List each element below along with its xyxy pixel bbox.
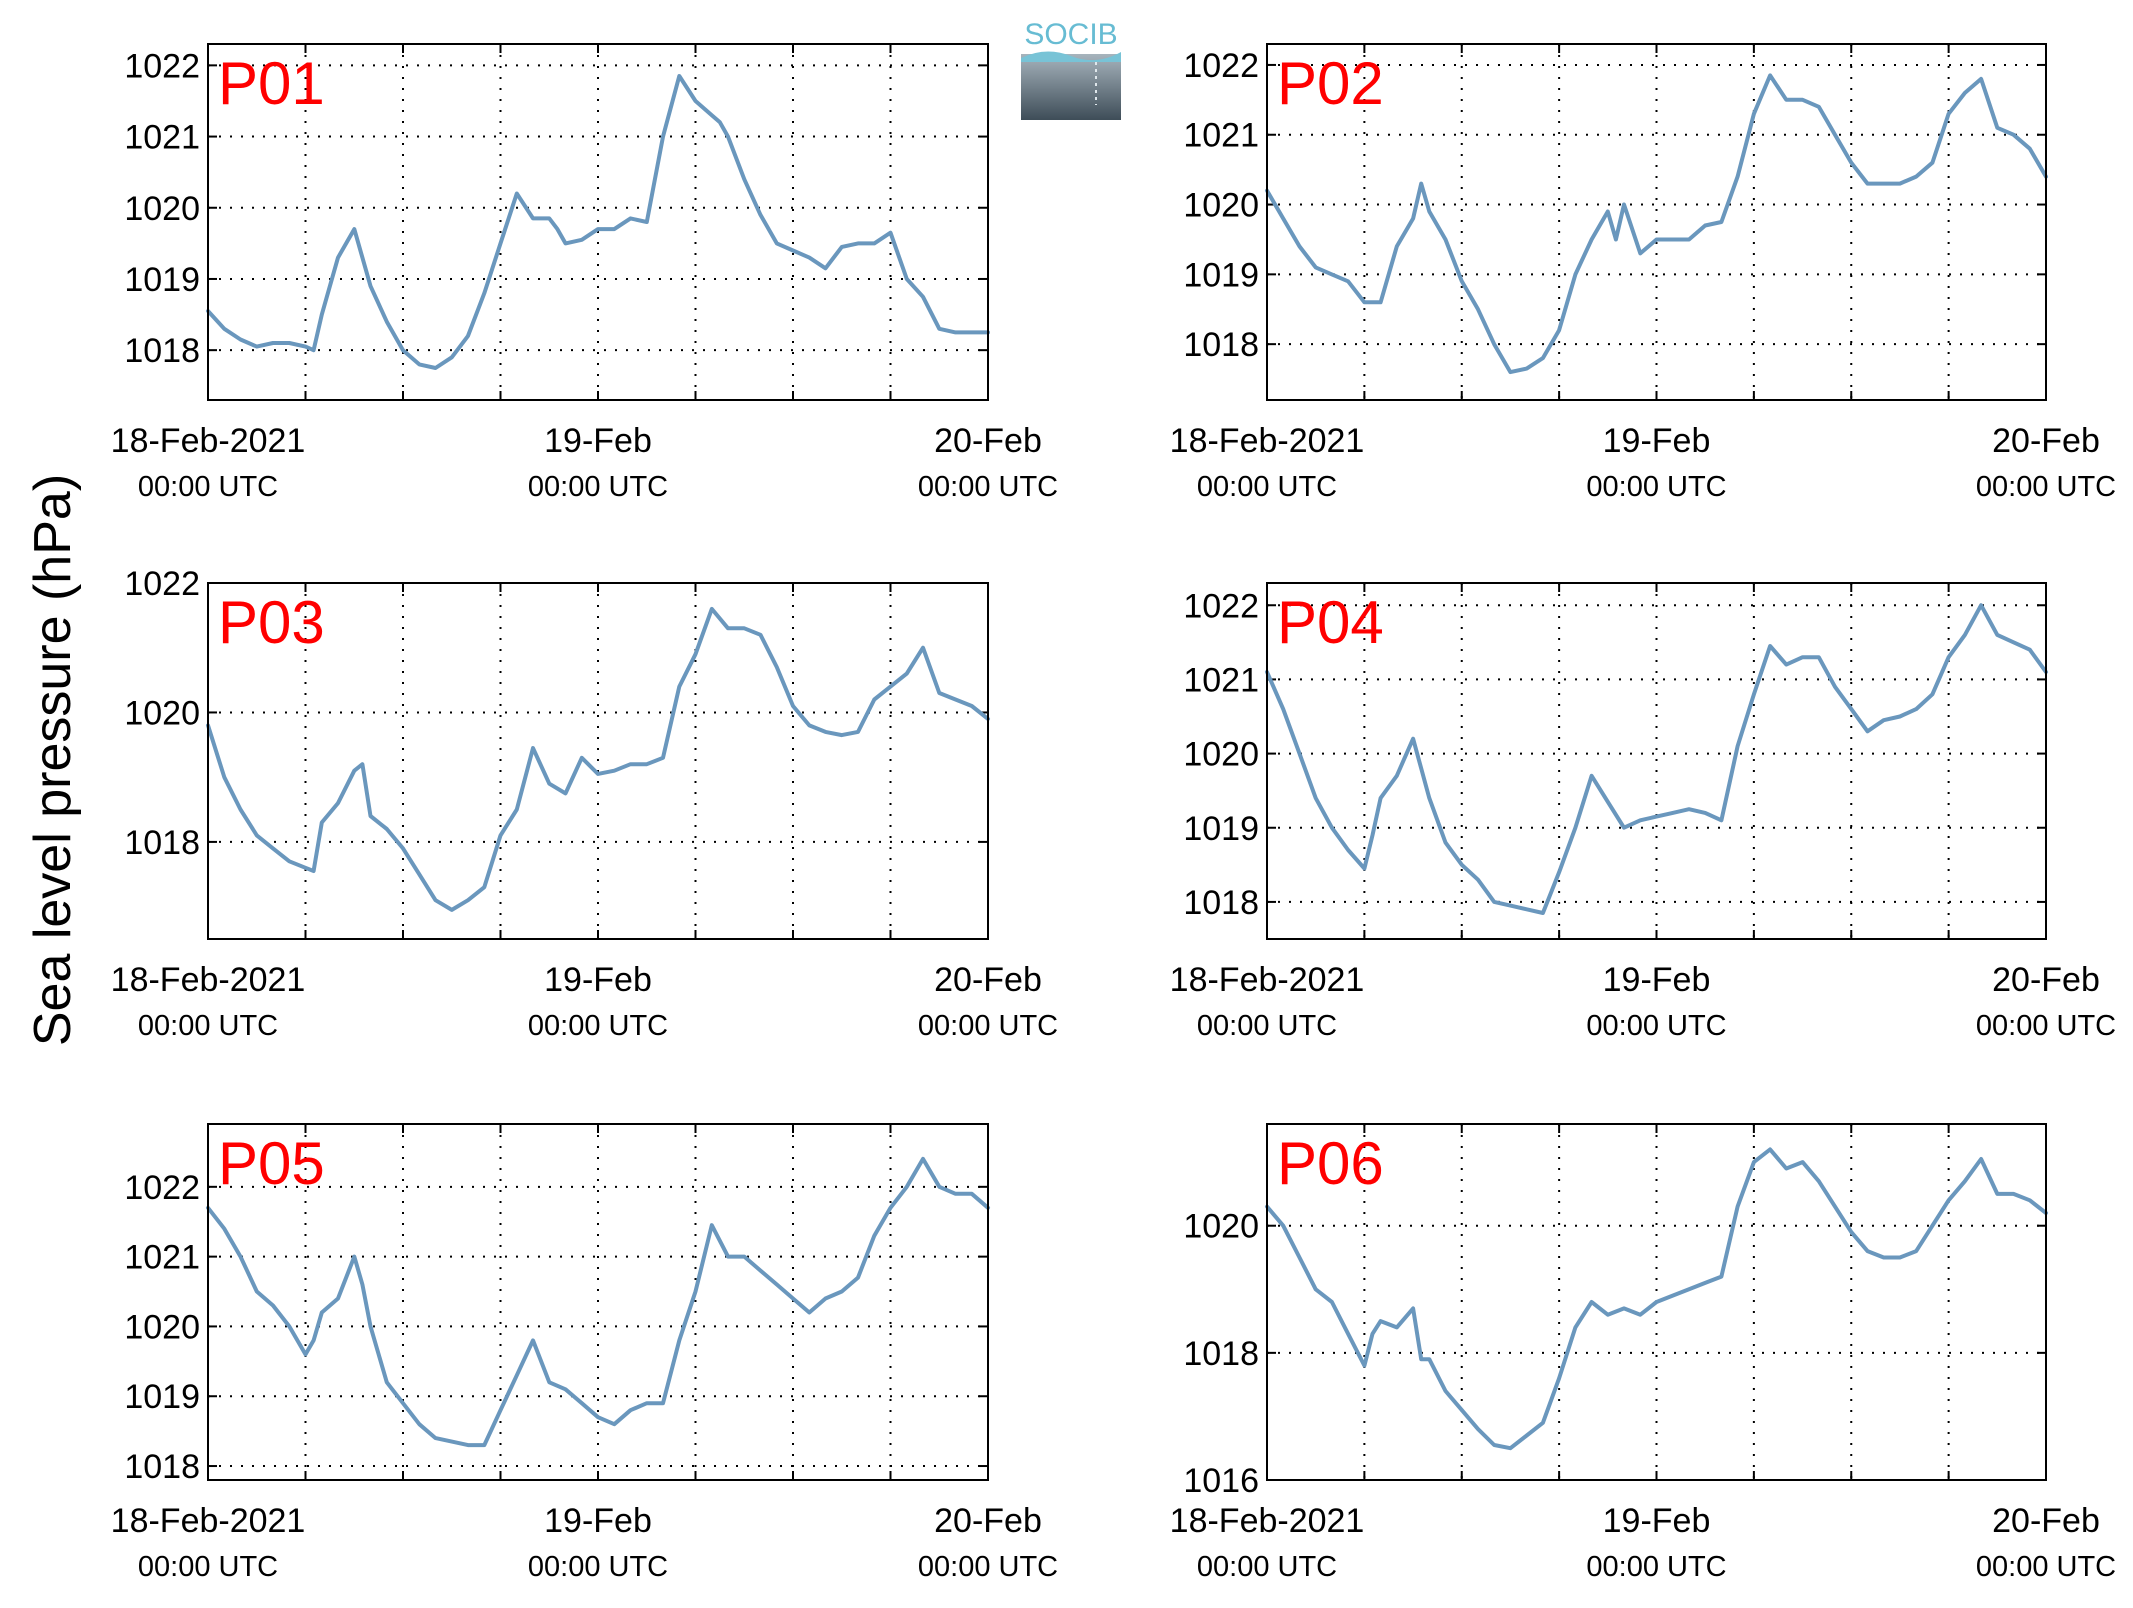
y-tick-label: 1018 (1183, 326, 1259, 364)
series-line-p05 (206, 1156, 990, 1448)
x-tick-label-date: 20-Feb (1992, 961, 2100, 999)
y-tick-label: 1022 (1183, 47, 1259, 85)
x-tick-label-date: 20-Feb (1992, 1502, 2100, 1540)
x-tick-label-date: 20-Feb (934, 1502, 1042, 1540)
x-tick-label-date: 18-Feb-2021 (111, 1502, 306, 1540)
x-tick-label-date: 19-Feb (1603, 422, 1711, 460)
socib-logo: SOCIB (1021, 18, 1121, 120)
x-tick-label-time: 00:00 UTC (1197, 471, 1337, 503)
x-tick-label-time: 00:00 UTC (528, 1010, 668, 1042)
x-tick-label-time: 00:00 UTC (1586, 471, 1726, 503)
x-tick-label-date: 19-Feb (544, 1502, 652, 1540)
x-tick-label-time: 00:00 UTC (528, 471, 668, 503)
panel-title: P01 (218, 50, 325, 117)
panel-title: P04 (1277, 589, 1384, 656)
plot-frame (1266, 43, 2047, 401)
panel-p02: 1018 1019 1020 1021 1022 18-Feb-2021 00:00 UTC… (1170, 43, 2116, 503)
panel-p03: 1018 1020 1022 18-Feb-2021 00:00 UTC 19-Feb 00… (111, 565, 1058, 1042)
series-line-p02 (1265, 73, 2048, 375)
x-tick-label-time: 00:00 UTC (1197, 1551, 1337, 1583)
x-tick-label-date: 18-Feb-2021 (1170, 961, 1365, 999)
y-tick-label: 1021 (1183, 661, 1259, 699)
y-tick-label: 1019 (1183, 810, 1259, 848)
y-tick-label: 1021 (124, 1239, 200, 1277)
x-tick-label-date: 20-Feb (934, 961, 1042, 999)
series-line-p03 (206, 606, 990, 912)
x-tick-label-date: 19-Feb (1603, 1502, 1711, 1540)
x-tick-label-date: 19-Feb (1603, 961, 1711, 999)
y-tick-label: 1018 (1183, 884, 1259, 922)
panel-p04: 1018 1019 1020 1021 1022 18-Feb-2021 00:00 UTC… (1170, 582, 2116, 1042)
series-line-p01 (206, 74, 990, 370)
y-tick-label: 1020 (124, 1308, 200, 1346)
panel-title: P05 (218, 1130, 325, 1197)
logo-wave-mark (1021, 51, 1121, 62)
panel-p01: 1018 1019 1020 1021 1022 18-Feb-2021 00:00 UTC… (111, 43, 1058, 503)
y-tick-label: 1021 (124, 119, 200, 157)
y-tick-label: 1020 (1183, 187, 1259, 225)
y-tick-label: 1018 (124, 1448, 200, 1486)
x-tick-label-time: 00:00 UTC (918, 1551, 1058, 1583)
x-tick-label-time: 00:00 UTC (1976, 471, 2116, 503)
x-tick-label-date: 18-Feb-2021 (111, 422, 306, 460)
logo-text: SOCIB (1024, 18, 1117, 51)
y-tick-label: 1018 (124, 332, 200, 370)
x-tick-label-date: 19-Feb (544, 961, 652, 999)
logo-water-block (1021, 54, 1121, 120)
x-tick-label-time: 00:00 UTC (1586, 1010, 1726, 1042)
y-axis-label: Sea level pressure (hPa) (24, 474, 82, 1046)
y-tick-label: 1018 (124, 824, 200, 862)
x-tick-label-time: 00:00 UTC (138, 1010, 278, 1042)
y-tick-label: 1016 (1183, 1462, 1259, 1500)
y-tick-label: 1022 (124, 1169, 200, 1207)
y-tick-label: 1020 (124, 190, 200, 228)
x-tick-label-time: 00:00 UTC (528, 1551, 668, 1583)
y-tick-label: 1019 (124, 1378, 200, 1416)
plot-frame (207, 582, 989, 940)
y-tick-label: 1022 (1183, 587, 1259, 625)
panel-title: P02 (1277, 50, 1384, 117)
y-axis-label-group: Sea level pressure (hPa) (24, 474, 82, 1046)
panels: 1018 1019 1020 1021 1022 18-Feb-2021 00:00 UTC… (111, 43, 2116, 1583)
y-tick-label: 1022 (124, 565, 200, 603)
panel-p05: 1018 1019 1020 1021 1022 18-Feb-2021 00:00 UTC… (111, 1123, 1058, 1583)
plot-frame (1266, 1123, 2047, 1481)
x-tick-label-date: 20-Feb (1992, 422, 2100, 460)
x-tick-label-time: 00:00 UTC (1586, 1551, 1726, 1583)
y-tick-label: 1019 (1183, 256, 1259, 294)
y-tick-label: 1020 (1183, 736, 1259, 774)
panel-title: P06 (1277, 1130, 1384, 1197)
x-tick-label-time: 00:00 UTC (1197, 1010, 1337, 1042)
y-tick-label: 1022 (124, 47, 200, 85)
plot-frame (207, 1123, 989, 1481)
plot-frame (207, 43, 989, 401)
x-tick-label-date: 20-Feb (934, 422, 1042, 460)
x-tick-label-time: 00:00 UTC (918, 471, 1058, 503)
x-tick-label-date: 18-Feb-2021 (1170, 1502, 1365, 1540)
x-tick-label-time: 00:00 UTC (918, 1010, 1058, 1042)
panel-title: P03 (218, 589, 325, 656)
y-tick-label: 1019 (124, 261, 200, 299)
x-tick-label-time: 00:00 UTC (1976, 1010, 2116, 1042)
panel-p06: 1016 1018 1020 18-Feb-2021 00:00 UTC 19-Feb 00… (1170, 1123, 2116, 1583)
x-tick-label-date: 19-Feb (544, 422, 652, 460)
series-line-p06 (1265, 1147, 2048, 1451)
x-tick-label-time: 00:00 UTC (138, 1551, 278, 1583)
x-tick-label-date: 18-Feb-2021 (111, 961, 306, 999)
x-tick-label-time: 00:00 UTC (1976, 1551, 2116, 1583)
series-line-p04 (1265, 603, 2048, 915)
y-tick-label: 1021 (1183, 117, 1259, 155)
y-tick-label: 1020 (1183, 1208, 1259, 1246)
x-tick-label-time: 00:00 UTC (138, 471, 278, 503)
plot-frame (1266, 582, 2047, 940)
y-tick-label: 1020 (124, 694, 200, 732)
x-tick-label-date: 18-Feb-2021 (1170, 422, 1365, 460)
y-tick-label: 1018 (1183, 1335, 1259, 1373)
